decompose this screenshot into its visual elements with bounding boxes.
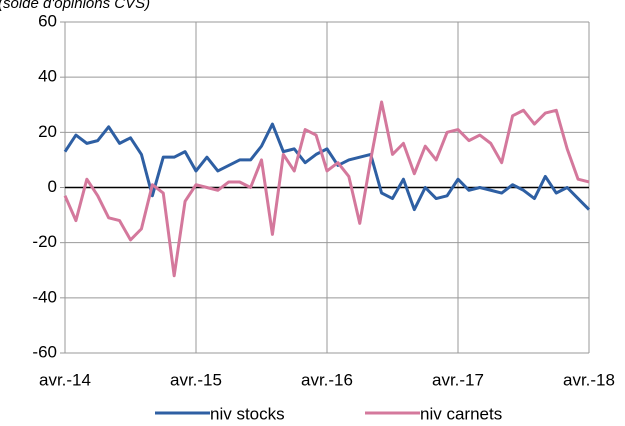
y-tick-label: 20	[38, 122, 57, 141]
line-series	[63, 100, 590, 278]
chart-title: (solde d'opinions CVS)	[0, 0, 150, 12]
legend-label: niv carnets	[420, 404, 502, 423]
x-tick-label: avr.-18	[563, 370, 615, 389]
legend-label: niv stocks	[210, 404, 285, 423]
x-tick-label: avr.-14	[39, 370, 91, 389]
line-series	[63, 122, 591, 212]
y-tick-label: -60	[32, 342, 57, 361]
y-tick-label: -40	[32, 287, 57, 306]
y-tick-label: 0	[48, 177, 57, 196]
x-tick-label: avr.-17	[432, 370, 484, 389]
x-tick-label: avr.-15	[170, 370, 222, 389]
y-tick-label: 40	[38, 67, 57, 86]
y-tick-label: -20	[32, 232, 57, 251]
y-tick-label: 60	[38, 11, 57, 30]
x-tick-label: avr.-16	[301, 370, 353, 389]
